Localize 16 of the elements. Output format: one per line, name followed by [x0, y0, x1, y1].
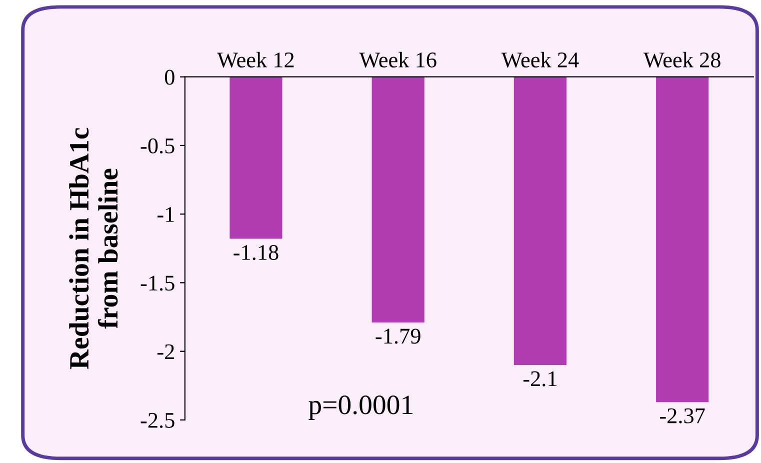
y-tick-label: -1.5	[140, 276, 174, 291]
y-axis-title: Reduction in HbA1c from baseline	[69, 128, 118, 370]
y-tick-label: -2.5	[140, 412, 174, 428]
y-tick-label: 0	[164, 70, 174, 85]
y-tick-label: -0.5	[140, 138, 174, 154]
x-tick-label: Week 24	[501, 52, 579, 68]
y-tick-label: -1	[158, 207, 174, 222]
annotation: p=0.0001	[308, 396, 412, 420]
x-tick-label: Week 28	[643, 52, 720, 68]
data-label: -1.18	[234, 244, 278, 260]
x-tick-label: Week 12	[217, 52, 294, 68]
data-label: -2.37	[660, 408, 705, 424]
y-tick-label: -2	[158, 344, 174, 360]
data-label: -1.79	[376, 328, 420, 344]
x-tick-label: Week 16	[359, 52, 436, 68]
data-label: -2.1	[523, 371, 556, 386]
